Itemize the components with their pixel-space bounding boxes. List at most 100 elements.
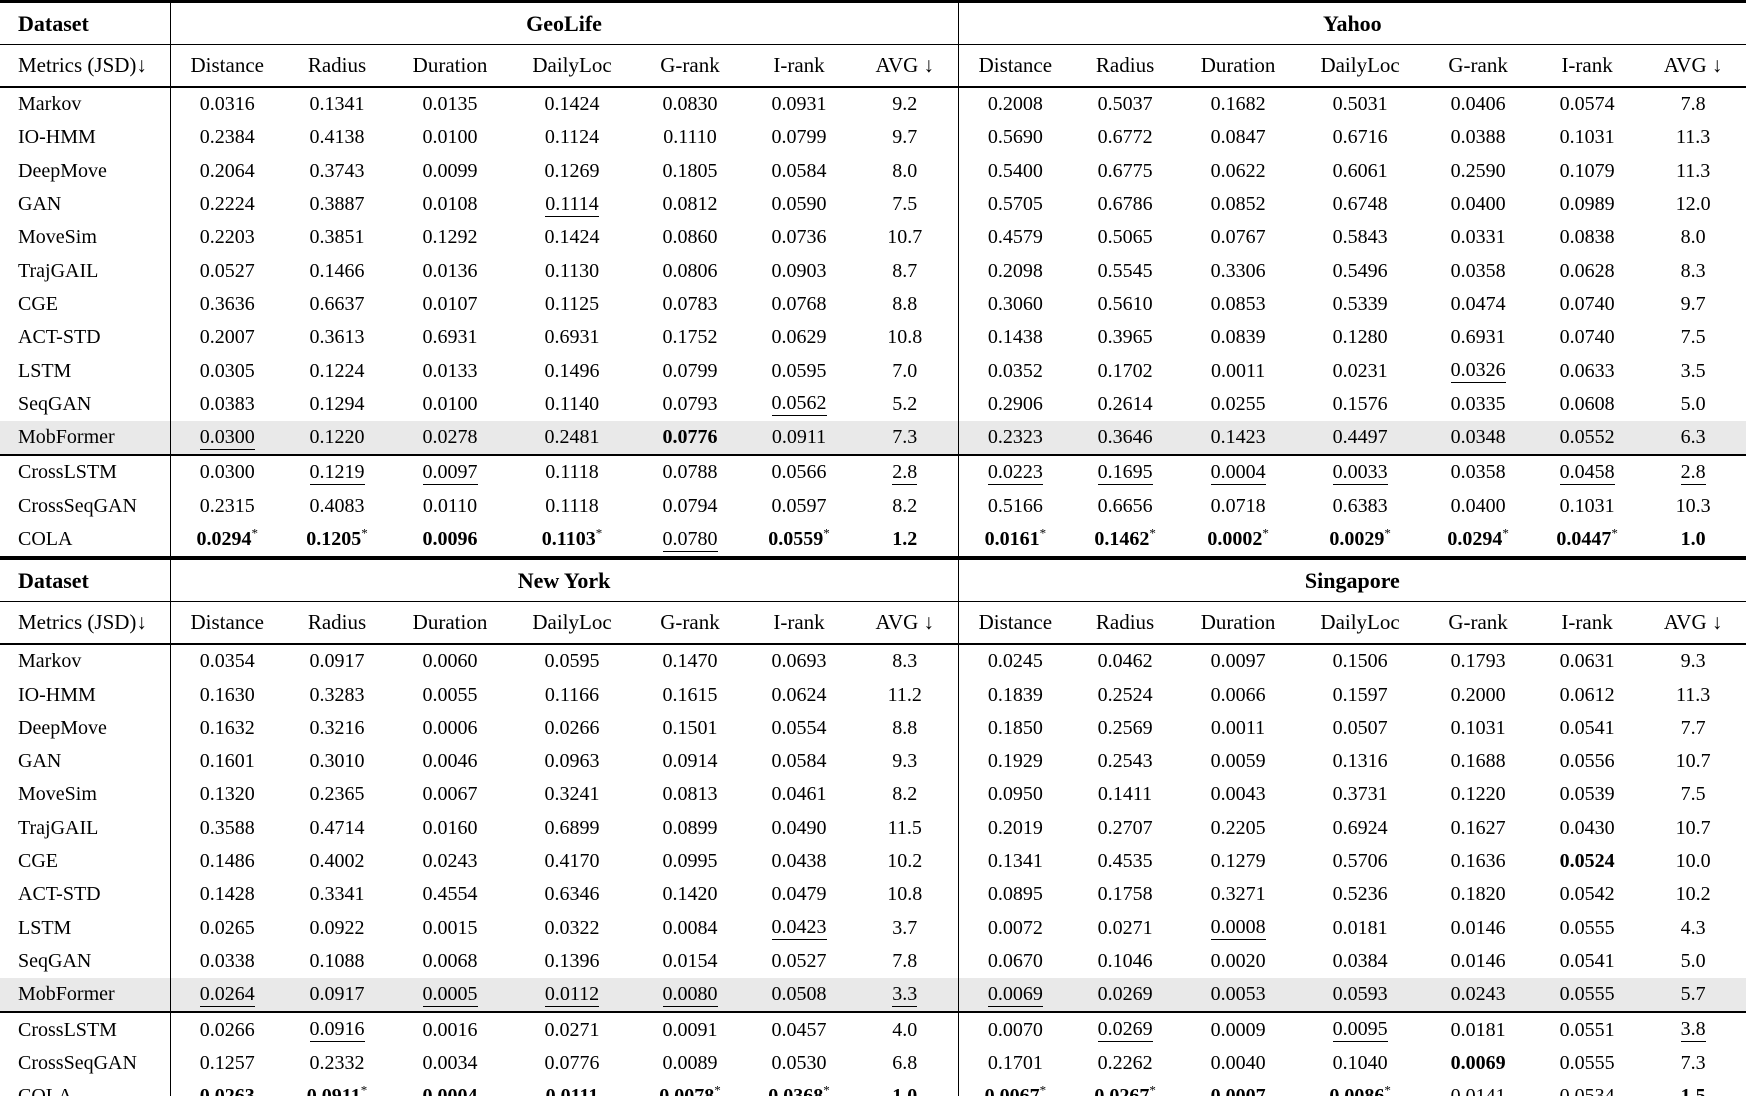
metric-value: 0.1280 [1332,326,1388,349]
table-cell: 10.7 [1640,812,1746,845]
metric-value: 0.2524 [1097,683,1153,706]
metric-value: 0.1125 [544,292,600,315]
metric-value: 0.5236 [1332,883,1388,906]
table-row-crosslstm: CrossLSTM 0.0266 0.0916 0.0016 0.0271 0.0091 0… [0,1012,1746,1047]
metric-value: 0.0914 [662,750,718,773]
table-cell: 0.0264 [169,978,284,1014]
second-best-underline: 0.0112 [544,983,600,1007]
metric-value: 0.2262 [1097,1051,1153,1074]
table-cell: 0.1130 [510,254,634,287]
metric-value: 0.0265 [199,916,255,939]
table-cell: 0.0160 [390,812,510,845]
metric-value: 0.1140 [544,392,600,415]
results-table: Dataset GeoLife Yahoo Metrics (JSD)↓ Distanc… [0,0,1746,557]
table-cell: 7.8 [1640,87,1746,121]
column-header-irank: I-rank [1534,44,1641,88]
dataset-group-header: New York [169,558,959,603]
metric-value: 0.0622 [1210,159,1266,182]
table-cell: 0.0004 [390,1080,510,1096]
table-cell: 0.2008 [957,87,1073,122]
second-best-underline: 0.1695 [1097,460,1153,485]
table-cell: 0.1279 [1178,845,1298,878]
metric-value: 0.0551 [1559,1018,1615,1041]
table-cell: 0.6716 [1298,121,1422,154]
table-cell: 0.1316 [1298,745,1422,778]
table-cell: 10.0 [1640,845,1746,878]
second-best-underline: 0.0095 [1332,1019,1388,1043]
metric-value: 0.0223 [987,460,1043,483]
table-cell: 0.1341 [284,87,390,121]
column-header-avg: AVG ↓ [1640,44,1746,88]
table-cell: 0.1110 [634,121,746,154]
metric-value: 0.1850 [987,716,1043,739]
table-cell: 0.1031 [1534,121,1640,154]
table-cell: 0.0016 [390,1012,510,1046]
metric-value: 0.1124 [544,126,600,149]
table-cell: 0.0633 [1534,354,1640,387]
table-cell: 0.0539 [1534,778,1640,811]
table-cell: 0.0740 [1534,288,1640,321]
table-cell: 0.0788 [634,455,746,489]
table-cell: 0.0555 [1534,912,1640,945]
metric-value: 0.1752 [662,326,718,349]
significance-star: * [1149,1082,1156,1096]
metric-value: 0.1294 [309,392,365,415]
metric-value: 0.1682 [1210,93,1266,116]
column-header-radius: Radius [1072,601,1179,646]
column-header-duration: Duration [1178,44,1299,88]
metric-value: 0.0508 [771,983,827,1006]
metric-value: 0.2481 [544,426,600,449]
table-cell: 0.3851 [284,221,390,254]
significance-star: * [1384,1082,1391,1096]
table-cell: 3.3 [852,978,959,1014]
column-header-radius: Radius [284,601,390,646]
metric-value: 0.0950 [987,783,1043,806]
table-cell: 0.2614 [1072,388,1178,421]
significance-star: * [595,525,603,541]
metric-value: 6.3 [1680,426,1706,449]
metric-value: 0.1466 [309,259,365,282]
table-cell: 0.1615 [634,678,746,711]
metric-value: 0.0072 [987,916,1043,939]
metric-value: 0.0788 [662,461,718,484]
metric-value: 0.0033 [1332,460,1388,483]
metric-value: 0.0243 [422,850,478,873]
table-cell: 0.0368* [746,1080,852,1096]
metric-value: 0.3887 [309,193,365,216]
table-cell: 0.0595 [510,644,634,678]
table-cell: 0.0430 [1534,812,1640,845]
metric-value: 0.0043 [1210,783,1266,806]
table-cell: 0.0462 [1072,644,1178,678]
table-cell: 11.3 [1640,155,1746,188]
significance-star: * [1039,525,1047,541]
metric-value: 0.0011 [1210,359,1266,382]
model-name: GAN [18,750,62,773]
metric-value: 0.0555 [1559,1051,1615,1074]
table-cell: 0.4170 [510,845,634,878]
metric-value: 0.6637 [309,292,365,315]
metric-value: 0.0457 [771,1018,827,1041]
metric-value: 0.1423 [1210,426,1266,449]
significance-star: * [823,525,830,541]
table-cell: 0.0154 [634,945,746,978]
metric-value: 0.0040 [1210,1051,1266,1074]
table-cell: 0.1424 [510,221,634,254]
table-cell: 0.0566 [746,455,852,489]
metric-value: 0.0384 [1332,949,1388,972]
column-header-duration: Duration [390,601,510,646]
metric-value: 4.3 [1680,916,1706,939]
table-cell: 0.5610 [1072,288,1178,321]
metric-value: 0.5705 [987,193,1043,216]
table-cell: 0.0903 [746,254,852,287]
metric-value: 0.1695 [1097,460,1153,483]
metric-value: 0.0783 [662,292,718,315]
metric-value: 0.3965 [1097,326,1153,349]
significance-star: * [823,1082,830,1096]
table-row-io-hmm: IO-HMM 0.2384 0.4138 0.0100 0.1124 0.1110 0.07… [0,121,1746,155]
second-best-underline: 0.0780 [662,528,718,552]
metric-value: 11.3 [1675,159,1711,182]
model-name: MoveSim [18,783,97,806]
second-best-underline: 0.0534 [1560,1085,1615,1096]
table-cell: 0.0718 [1178,490,1298,523]
table-cell: 0.0629 [746,321,852,354]
